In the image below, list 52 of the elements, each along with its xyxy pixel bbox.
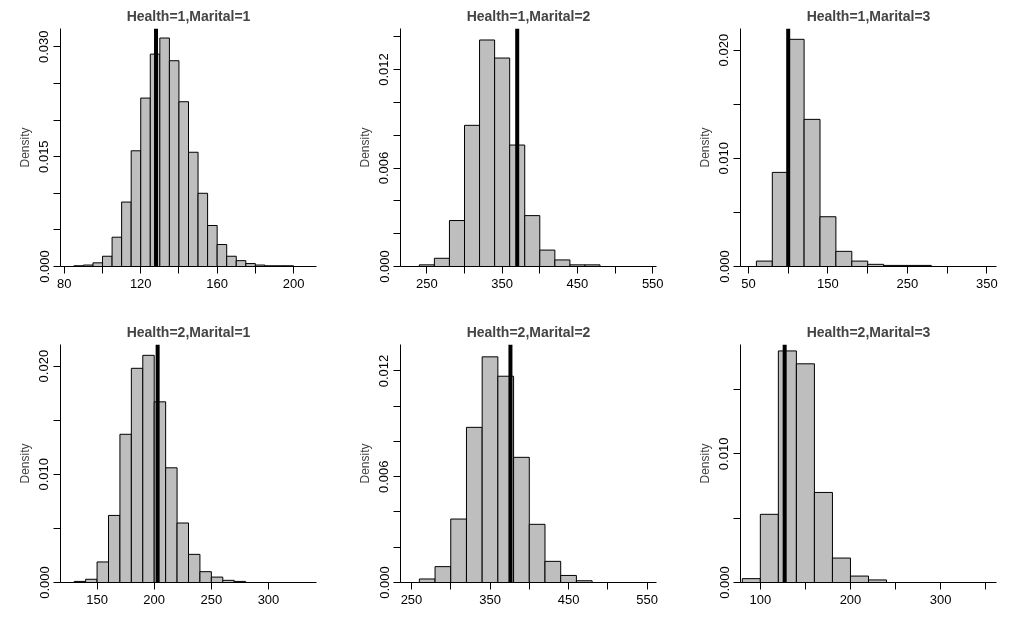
y-tick-label: 0.020 [716,33,732,67]
chart-title: Health=2,Marital=2 [466,323,591,340]
chart-title: Health=1,Marital=3 [806,7,931,24]
x-tick-label: 150 [86,591,108,607]
y-tick-label: 0.000 [376,250,392,283]
x-tick-label: 350 [491,275,514,291]
y-tick-label: 0.010 [716,437,732,471]
y-axis-title: Density [17,443,32,484]
y-tick-label: 0.006 [376,460,392,493]
y-tick-label: 0.000 [716,566,732,599]
x-tick-label: 350 [976,275,998,291]
x-tick-label: 200 [282,275,305,291]
x-tick-label: 200 [839,591,862,607]
x-tick-label: 50 [741,275,756,291]
x-tick-label: 300 [929,591,952,607]
y-tick-label: 0.012 [376,354,392,388]
x-tick-label: 100 [749,591,772,607]
y-tick-label: 0.012 [376,53,392,86]
y-tick-label: 0.006 [376,151,392,185]
chart-title: Health=2,Marital=1 [126,323,251,340]
x-tick-label: 250 [896,275,919,291]
x-tick-label: 350 [479,591,501,607]
x-tick-label: 80 [57,275,72,291]
x-tick-label: 150 [817,275,839,291]
y-axis-title: Density [357,127,372,168]
y-tick-label: 0.000 [376,566,392,599]
y-axis-title: Density [17,127,32,168]
y-tick-label: 0.010 [716,142,732,175]
y-tick-label: 0.010 [36,458,52,491]
x-tick-label: 300 [257,591,280,607]
x-tick-label: 550 [641,275,664,291]
x-tick-label: 120 [129,275,152,291]
y-axis-title: Density [357,443,372,484]
y-tick-label: 0.000 [36,566,52,599]
x-tick-label: 160 [206,275,229,291]
x-tick-label: 250 [400,591,423,607]
x-tick-label: 250 [200,591,223,607]
x-tick-label: 450 [557,591,580,607]
y-axis-title: Density [697,127,712,168]
chart-title: Health=1,Marital=1 [126,7,251,24]
x-tick-label: 250 [416,275,438,291]
y-tick-label: 0.000 [716,250,732,283]
x-tick-label: 450 [566,275,589,291]
y-tick-label: 0.020 [36,349,52,383]
chart-title: Health=2,Marital=3 [806,323,931,340]
y-axis-title: Density [697,443,712,484]
y-tick-label: 0.000 [36,250,52,283]
x-tick-label: 200 [143,591,166,607]
x-tick-label: 550 [636,591,658,607]
y-tick-label: 0.015 [36,140,52,173]
chart-title: Health=1,Marital=2 [466,7,591,24]
y-tick-label: 0.030 [36,30,52,64]
